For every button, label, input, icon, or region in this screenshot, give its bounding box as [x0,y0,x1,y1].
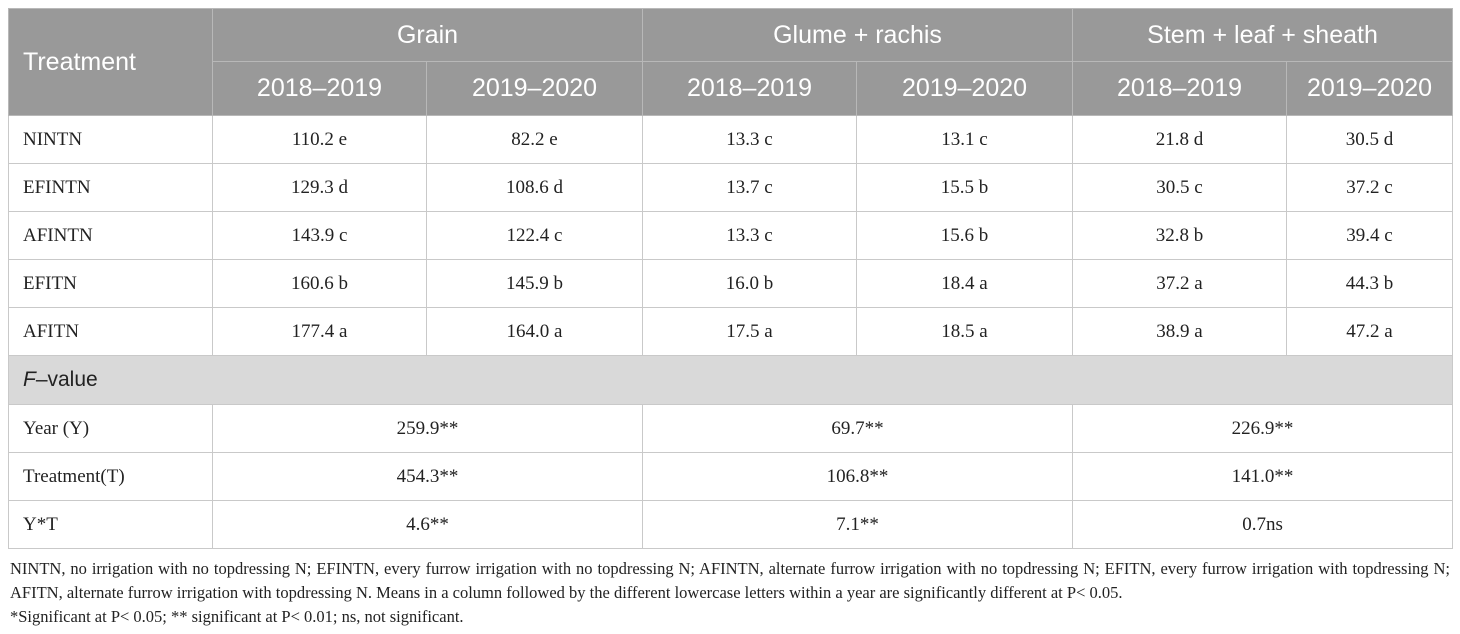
table-cell: 39.4 c [1286,211,1454,260]
f-value-cell: 69.7** [642,404,1074,453]
f-value-cell: 106.8** [642,452,1074,501]
footnote-abbreviations: NINTN, no irrigation with no topdressing… [10,559,1450,602]
table-cell: 164.0 a [425,307,644,356]
f-value-cell: 454.3** [211,452,644,501]
row-label: Treatment(T) [8,452,213,501]
table-cell: 110.2 e [212,115,427,164]
table-cell: 13.3 c [642,211,858,260]
table-row: EFINTN 129.3 d 108.6 d 13.7 c 15.5 b 30.… [8,163,1454,212]
year-header: 2018–2019 [1072,61,1288,116]
f-value-label: F–value [7,355,1454,405]
table-cell: 143.9 c [212,211,427,260]
f-value-cell: 226.9** [1072,404,1454,453]
table-cell: 18.4 a [856,259,1074,308]
row-label: AFINTN [8,211,213,260]
table-cell: 145.9 b [425,259,644,308]
row-label: EFINTN [8,163,213,212]
table-body: NINTN 110.2 e 82.2 e 13.3 c 13.1 c 21.8 … [7,115,1454,549]
table-row: Year (Y) 259.9** 69.7** 226.9** [8,404,1454,453]
table-cell: 17.5 a [642,307,858,356]
f-value-cell: 0.7ns [1072,500,1454,549]
table-cell: 108.6 d [425,163,644,212]
table-cell: 13.7 c [642,163,858,212]
footnote-significance: *Significant at P< 0.05; ** significant … [10,607,464,626]
table-row: Treatment(T) 454.3** 106.8** 141.0** [8,452,1454,501]
table-cell: 37.2 a [1072,259,1288,308]
table-cell: 32.8 b [1072,211,1288,260]
f-value-cell: 141.0** [1072,452,1454,501]
table-row: Y*T 4.6** 7.1** 0.7ns [8,500,1454,549]
table-cell: 44.3 b [1286,259,1454,308]
table-cell: 30.5 c [1072,163,1288,212]
table-cell: 129.3 d [212,163,427,212]
table-footnote: NINTN, no irrigation with no topdressing… [8,557,1450,629]
table-row: AFINTN 143.9 c 122.4 c 13.3 c 15.6 b 32.… [8,211,1454,260]
table-row: EFITN 160.6 b 145.9 b 16.0 b 18.4 a 37.2… [8,259,1454,308]
table-cell: 30.5 d [1286,115,1454,164]
f-value-cell: 4.6** [211,500,644,549]
table-row: NINTN 110.2 e 82.2 e 13.3 c 13.1 c 21.8 … [8,115,1454,164]
f-value-section: F–value [7,355,1454,405]
grain-header: Grain [211,8,644,62]
table-header: Treatment Grain Glume + rachis Stem + le… [8,8,1454,116]
table-cell: 16.0 b [642,259,858,308]
table-cell: 13.3 c [642,115,858,164]
row-label: AFITN [8,307,213,356]
f-value-cell: 259.9** [211,404,644,453]
table-cell: 82.2 e [425,115,644,164]
table-cell: 13.1 c [856,115,1074,164]
f-letter: F [23,368,36,391]
table-cell: 47.2 a [1286,307,1454,356]
table-cell: 15.5 b [856,163,1074,212]
table-cell: 177.4 a [212,307,427,356]
row-label: Y*T [8,500,213,549]
row-label: NINTN [8,115,213,164]
table-container: Treatment Grain Glume + rachis Stem + le… [7,8,1454,629]
stem-leaf-sheath-header: Stem + leaf + sheath [1072,8,1454,62]
table-cell: 15.6 b [856,211,1074,260]
treatment-header: Treatment [8,8,213,116]
data-table: Treatment Grain Glume + rachis Stem + le… [7,8,1454,549]
table-cell: 18.5 a [856,307,1074,356]
table-row: AFITN 177.4 a 164.0 a 17.5 a 18.5 a 38.9… [8,307,1454,356]
table-cell: 160.6 b [212,259,427,308]
year-header: 2018–2019 [642,61,858,116]
row-label: Year (Y) [8,404,213,453]
f-value-cell: 7.1** [642,500,1074,549]
glume-rachis-header: Glume + rachis [642,8,1074,62]
year-header: 2019–2020 [1286,61,1454,116]
year-header: 2018–2019 [212,61,427,116]
table-cell: 38.9 a [1072,307,1288,356]
year-header: 2019–2020 [856,61,1074,116]
table-cell: 21.8 d [1072,115,1288,164]
year-header: 2019–2020 [425,61,644,116]
table-cell: 122.4 c [425,211,644,260]
row-label: EFITN [8,259,213,308]
table-cell: 37.2 c [1286,163,1454,212]
f-value-suffix: –value [35,368,98,391]
